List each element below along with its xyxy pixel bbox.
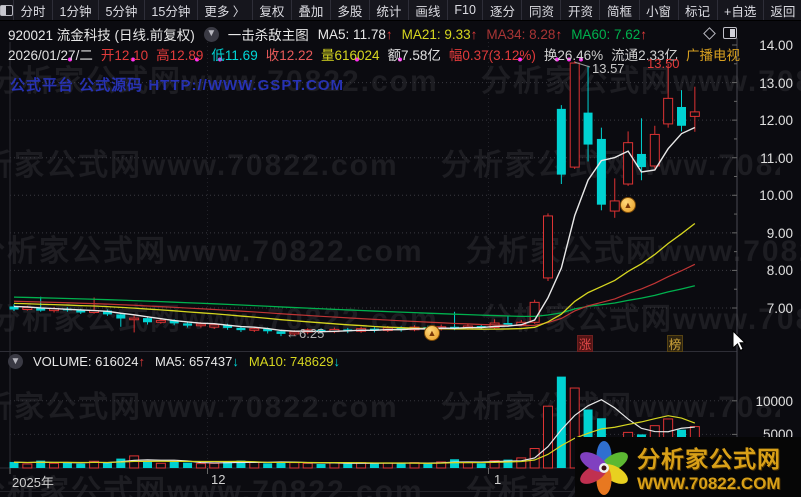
watermark-gspt: 公式平台 公式源码 HTTP://WWW.GSPT.COM <box>10 77 344 94</box>
tab-15min[interactable]: 15分钟 <box>145 0 198 20</box>
btn-overlay[interactable]: 叠加 <box>292 0 331 20</box>
ohlc-stat-5: 量616024 <box>321 48 380 63</box>
tab-more[interactable]: 更多 〉 <box>198 0 253 20</box>
date-label-12: 12 <box>211 472 226 487</box>
btn-kaizi[interactable]: 开资 <box>561 0 601 20</box>
btn-multi-stock[interactable]: 多股 <box>331 0 370 20</box>
btn-by-minute[interactable]: 逐分 <box>483 0 523 20</box>
ohlc-stat-10: 广播电视 <box>685 48 740 63</box>
bang-button[interactable]: 榜 <box>667 335 683 352</box>
tab-1min[interactable]: 1分钟 <box>53 0 99 20</box>
price-label-8.00: 8.00 <box>766 263 793 279</box>
btn-draw-line[interactable]: 画线 <box>409 0 448 20</box>
price-label-13.00: 13.00 <box>759 75 793 91</box>
tab-timeshare[interactable]: 分时 <box>14 0 54 20</box>
ohlc-stat-2: 高12.89 <box>156 48 204 63</box>
diamond-icon[interactable] <box>703 26 716 40</box>
flower-logo-icon <box>580 441 628 495</box>
ma-label-arrow-3: ↑ <box>640 26 647 42</box>
brand-logo: 分析家公式网 WWW.70822.COM <box>575 437 801 497</box>
watermark-70822: 分析家公式网www.70822.com 分析家公式网www.70822.com <box>0 391 780 424</box>
price-label-10.00: 10.00 <box>759 188 793 204</box>
btn-mark[interactable]: 标记 <box>679 0 718 20</box>
date-label-1: 1 <box>494 472 502 487</box>
ohlc-stat-6: 额7.58亿 <box>387 48 441 63</box>
ma-label-arrow-1: ↑ <box>470 26 478 42</box>
price-label-12.00: 12.00 <box>759 113 793 129</box>
indicator-name: 一击杀敌主图 <box>227 28 309 43</box>
volume-stat-1: MA5: 657437↓ <box>155 354 239 369</box>
btn-add-watchlist[interactable]: +自选 <box>718 0 764 20</box>
btn-tongzi[interactable]: 同资 <box>522 0 562 20</box>
ma-label-3: MA60: 7.62↑ <box>571 26 647 42</box>
volume-stat-0: VOLUME: 616024↑ <box>33 354 146 369</box>
price-label-11.00: 11.00 <box>760 150 793 166</box>
layout-toggle-icon[interactable] <box>0 0 14 20</box>
logo-site-name: 分析家公式网 <box>637 446 781 472</box>
stock-info-row: 920021 流金科技 (日线.前复权) ▼ 一击杀敌主图 MA5: 11.78… <box>8 24 647 44</box>
annotation-high-13-50: 13.50 <box>647 56 680 71</box>
price-label-14.00: 14.00 <box>759 38 793 53</box>
ma-label-arrow-0: ↑ <box>385 26 393 42</box>
volume-stat-arrow-0: ↑ <box>138 354 146 369</box>
price-label-9.00: 9.00 <box>766 225 793 241</box>
chart-corner-icons <box>703 26 737 40</box>
ohlc-stat-0: 2026/01/27/二 <box>8 48 93 63</box>
ohlc-stat-7: 幅0.37(3.12%) <box>448 48 536 63</box>
watermark-70822: 分析家公式网www.70822.com 分析家公式网www.70822.com <box>0 235 801 268</box>
btn-back[interactable]: 返回 <box>764 0 801 20</box>
btn-small-window[interactable]: 小窗 <box>640 0 679 20</box>
watermark-70822: 分析家公式网www.70822.com 分析家公式网www.70822.com <box>0 65 801 98</box>
stock-title: 920021 流金科技 (日线.前复权) <box>8 28 195 43</box>
ohlc-stat-3: 低11.69 <box>211 48 258 63</box>
btn-statistics[interactable]: 统计 <box>370 0 409 20</box>
date-label-2025年: 2025年 <box>12 475 54 490</box>
btn-simple-frame[interactable]: 简框 <box>600 0 640 20</box>
volume-stat-2: MA10: 748629↓ <box>248 354 340 369</box>
volume-pane-header: ▼ VOLUME: 616024↑ MA5: 657437↓ MA10: 74862… <box>8 354 340 369</box>
ohlc-stat-1: 开12.10 <box>100 48 149 63</box>
btn-f10[interactable]: F10 <box>448 0 484 20</box>
tab-5min[interactable]: 5分钟 <box>99 0 145 20</box>
buy-signal-icon: ▲ <box>620 197 636 213</box>
annotation-low-6-25: ←6.25 <box>286 326 325 341</box>
annotation-high-13-57: 13.57 <box>592 61 625 76</box>
ma-label-2: MA34: 8.28↑ <box>486 26 563 42</box>
ma-label-arrow-2: ↑ <box>555 26 563 42</box>
volume-stat-arrow-2: ↓ <box>333 354 340 369</box>
btn-adjust[interactable]: 复权 <box>253 0 292 20</box>
ohlc-stat-4: 收12.22 <box>265 48 313 63</box>
logo-site-url: WWW.70822.COM <box>637 474 781 493</box>
ohlc-row: 2026/01/27/二 开12.10 高12.89 低11.69 收12.22 量616… <box>8 44 740 64</box>
top-toolbar: 分时 1分钟 5分钟 15分钟 更多 〉复权 叠加 多股 统计 画线 F10 逐分 同资 开资 简框 小窗标… <box>0 0 801 21</box>
ma-label-1: MA21: 9.33↑ <box>401 26 478 42</box>
ohlc-stat-9: 流通2.33亿 <box>611 48 678 63</box>
price-label-7.00: 7.00 <box>766 300 793 316</box>
buy-signal-icon: ▲ <box>424 325 440 341</box>
volume-label-10000: 10000 <box>755 393 793 409</box>
panel-icon[interactable] <box>723 27 737 39</box>
zhang-button[interactable]: 涨 <box>577 335 593 352</box>
volume-stat-arrow-1: ↓ <box>232 354 239 369</box>
ma-label-0: MA5: 11.78↑ <box>317 26 393 42</box>
ohlc-stat-8: 换26.46% <box>543 48 604 63</box>
collapse-volume-icon[interactable]: ▼ <box>8 354 23 369</box>
collapse-indicator-icon[interactable]: ▼ <box>203 26 219 42</box>
